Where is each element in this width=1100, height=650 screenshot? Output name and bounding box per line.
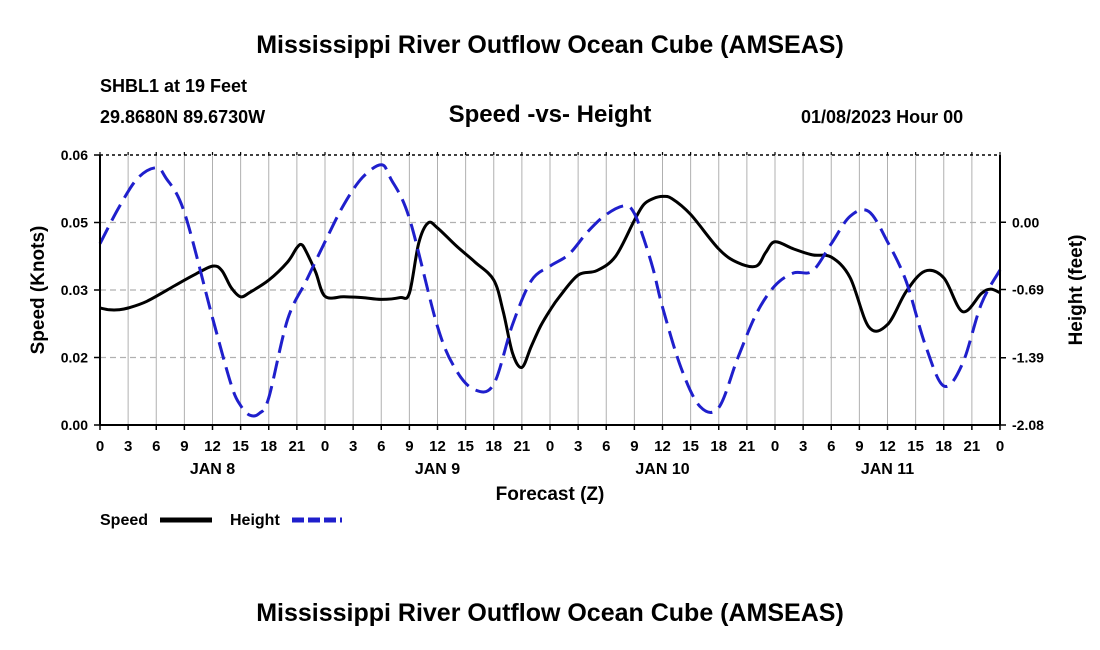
footer-title: Mississippi River Outflow Ocean Cube (AM… <box>256 599 844 627</box>
y-axis-right-label: Height (feet) <box>1066 235 1087 346</box>
x-tick-label: 6 <box>827 438 835 455</box>
chart-subtitle: Speed -vs- Height <box>448 101 652 128</box>
x-tick-label: 3 <box>349 438 357 455</box>
y-left-tick-label: 0.05 <box>61 215 88 231</box>
x-tick-label: 3 <box>124 438 132 455</box>
y-axis-left-label: Speed (Knots) <box>28 226 49 355</box>
main-title: Mississippi River Outflow Ocean Cube (AM… <box>256 31 844 59</box>
grid-lines <box>100 155 1000 425</box>
x-tick-label: 18 <box>485 438 502 455</box>
station-label: SHBL1 at 19 Feet <box>100 76 248 96</box>
x-tick-label: 18 <box>710 438 727 455</box>
station-coordinates: 29.8680N 89.6730W <box>100 107 266 127</box>
x-tick-label: 12 <box>204 438 221 455</box>
legend-speed-label: Speed <box>100 512 148 529</box>
y-left-tick-label: 0.02 <box>61 350 88 366</box>
x-tick-label: 15 <box>907 438 924 455</box>
series-line-speed <box>99 194 1001 369</box>
x-tick-label: 21 <box>514 438 531 455</box>
y-right-tick-label: 0.00 <box>1012 214 1039 230</box>
x-tick-label: 9 <box>630 438 638 455</box>
x-tick-label: 0 <box>321 438 329 455</box>
x-tick-label: 6 <box>152 438 160 455</box>
x-tick-label: 0 <box>546 438 554 455</box>
x-tick-label: 3 <box>799 438 807 455</box>
x-tick-label: 15 <box>232 438 249 455</box>
x-tick-label: 12 <box>654 438 671 455</box>
x-tick-label: 9 <box>180 438 188 455</box>
x-tick-label: 15 <box>457 438 474 455</box>
x-tick-label: 3 <box>574 438 582 455</box>
chart-legend: Speed Height <box>100 512 342 529</box>
legend-height-label: Height <box>230 512 280 529</box>
x-tick-label: 12 <box>879 438 896 455</box>
x-axis-label: Forecast (Z) <box>496 484 605 505</box>
x-tick-label: 18 <box>260 438 277 455</box>
x-day-label: JAN 9 <box>415 461 460 478</box>
x-day-label: JAN 11 <box>861 461 914 478</box>
forecast-datetime: 01/08/2023 Hour 00 <box>801 107 964 127</box>
x-tick-label: 21 <box>289 438 306 455</box>
x-tick-label: 6 <box>602 438 610 455</box>
x-day-label: JAN 8 <box>190 461 235 478</box>
series-line-height <box>98 163 1002 418</box>
x-tick-label: 9 <box>405 438 413 455</box>
x-tick-label: 12 <box>429 438 446 455</box>
y-right-tick-label: -1.39 <box>1012 350 1044 366</box>
x-tick-label: 0 <box>771 438 779 455</box>
x-tick-label: 0 <box>96 438 104 455</box>
x-tick-label: 9 <box>855 438 863 455</box>
x-tick-label: 15 <box>682 438 699 455</box>
x-tick-label: 21 <box>739 438 756 455</box>
series-lines <box>98 163 1002 418</box>
y-left-tick-label: 0.06 <box>61 147 88 163</box>
x-tick-label: 18 <box>935 438 952 455</box>
y-left-tick-label: 0.00 <box>61 417 88 433</box>
y-right-tick-label: -0.69 <box>1012 282 1044 298</box>
x-tick-label: 0 <box>996 438 1004 455</box>
x-day-label: JAN 10 <box>635 461 689 478</box>
y-right-tick-label: -2.08 <box>1012 417 1044 433</box>
x-tick-label: 21 <box>964 438 981 455</box>
axis-ticks: 0 3 6 9 12 15 18 21 0 3 6 9 12 15 18 21 0 3 6 9 12 15 18 21 0 3 6 9… <box>61 147 1044 478</box>
x-tick-label: 6 <box>377 438 385 455</box>
y-left-tick-label: 0.03 <box>61 282 88 298</box>
